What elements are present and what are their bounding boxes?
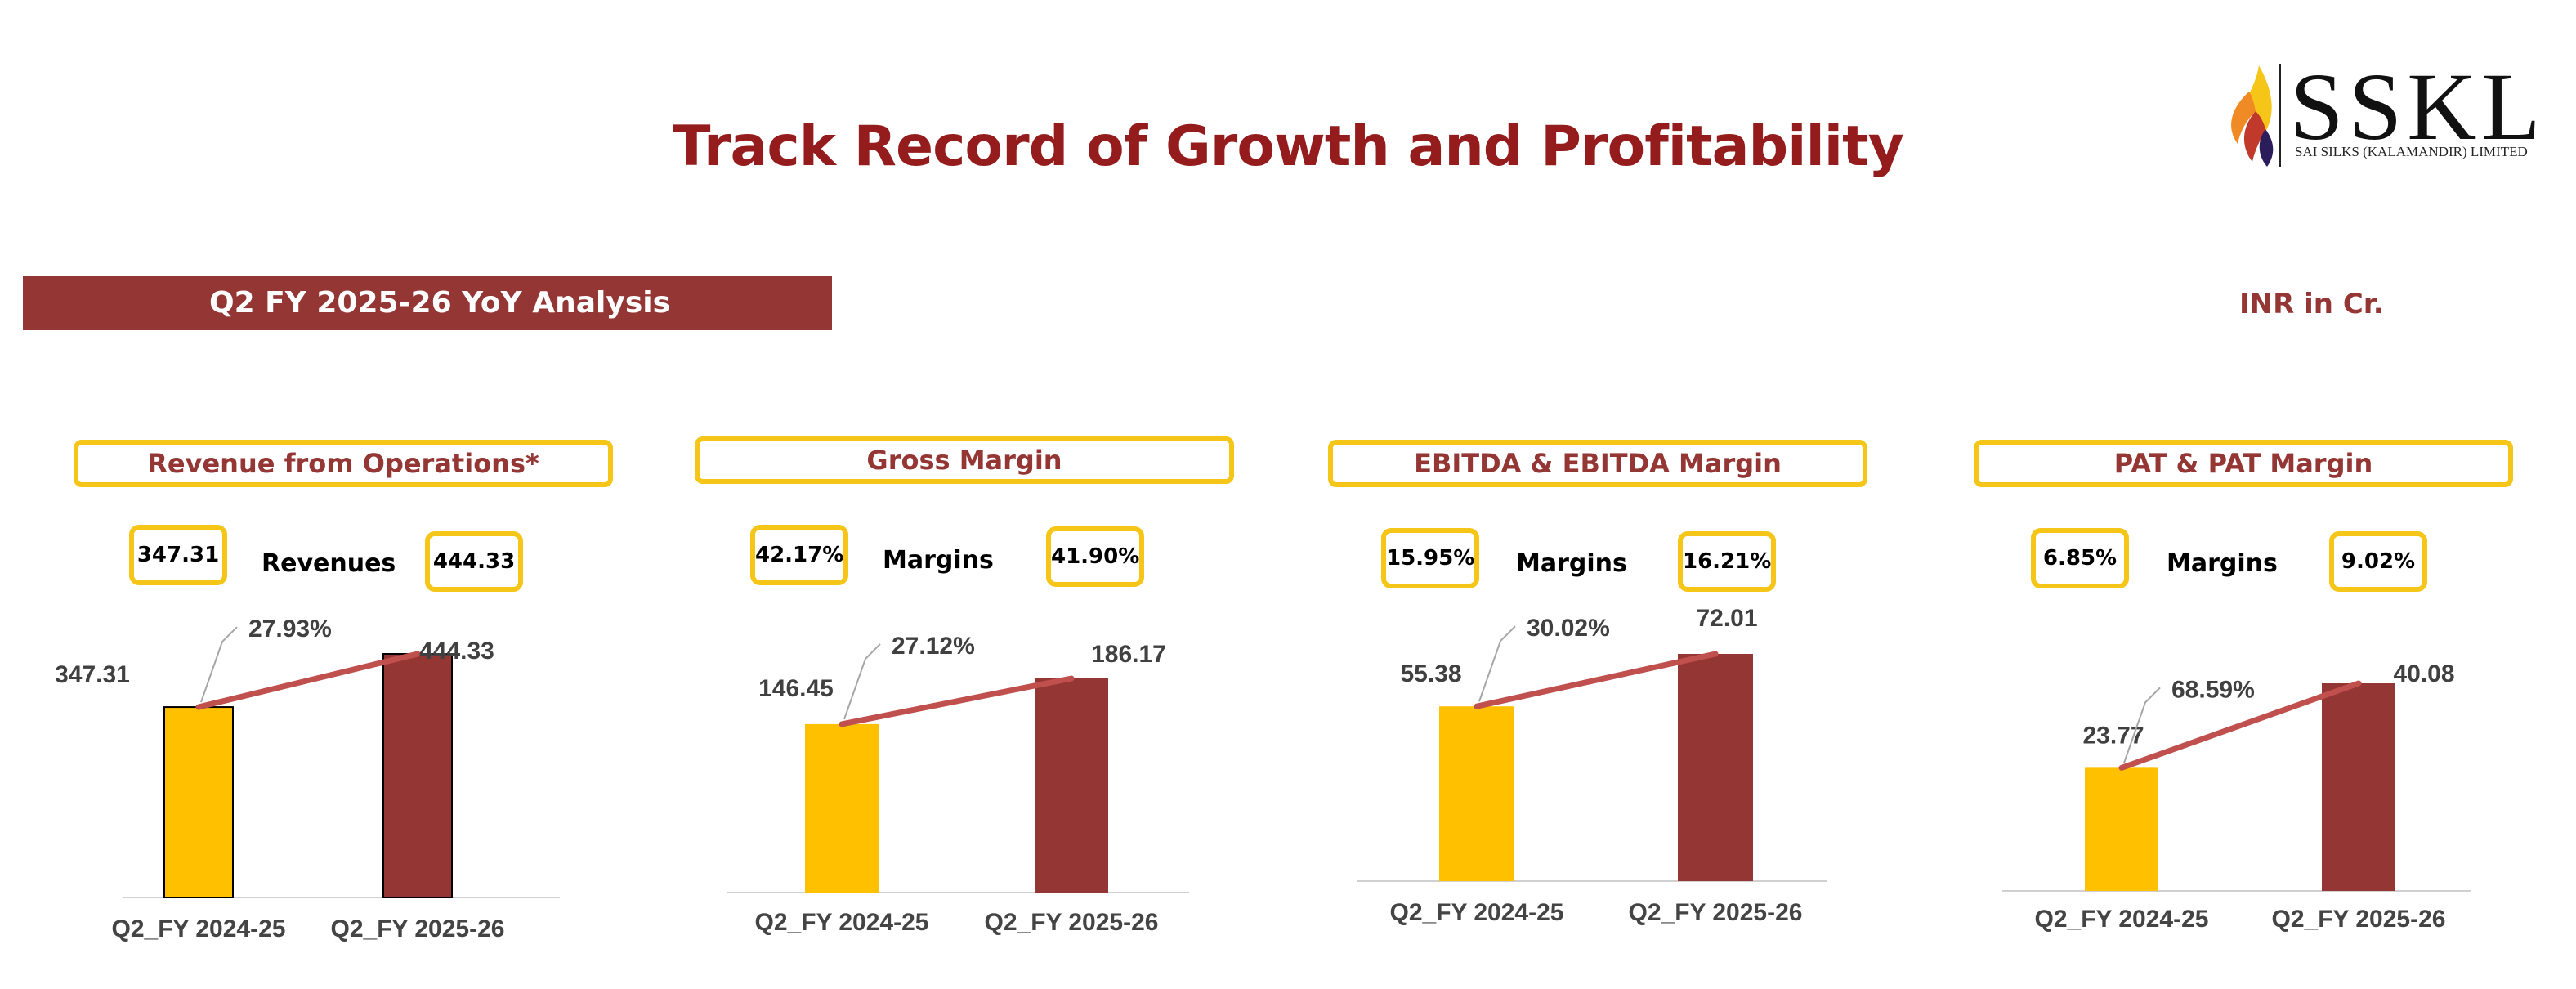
panel-title: Gross Margin bbox=[695, 436, 1234, 484]
page-title: Track Record of Growth and Profitability bbox=[673, 114, 1904, 179]
ebitda-chart: Q2_FY 2024-25 Q2_FY 2025-26 55.38 72.01 30.0… bbox=[1357, 605, 1827, 926]
x-tick-label: Q2_FY 2024-25 bbox=[2035, 906, 2209, 933]
unit-label: INR in Cr. bbox=[2239, 288, 2384, 320]
growth-label: 30.02% bbox=[1527, 615, 1610, 642]
bar-current-year bbox=[1678, 654, 1753, 881]
kpi-label: Margins bbox=[2167, 549, 2278, 578]
kpi-left-pill: 347.31 bbox=[129, 525, 227, 585]
data-label: 55.38 bbox=[1400, 660, 1461, 687]
kpi-left-pill: 42.17% bbox=[750, 525, 848, 585]
kpi-left-pill: 6.85% bbox=[2031, 528, 2129, 588]
x-tick-label: Q2_FY 2025-26 bbox=[331, 915, 505, 942]
kpi-label: Margins bbox=[1516, 549, 1627, 578]
section-header: Q2 FY 2025-26 YoY Analysis bbox=[23, 276, 832, 330]
revenue-chart: Q2_FY 2024-25 Q2_FY 2025-26 347.31 444.33 27… bbox=[55, 615, 560, 942]
panel-gross-margin: Gross Margin 42.17% Margins 41.90% Q2_FY… bbox=[646, 433, 1234, 956]
data-label: 146.45 bbox=[758, 675, 834, 702]
gross-margin-chart: Q2_FY 2024-25 Q2_FY 2025-26 146.45 186.17 27… bbox=[727, 633, 1189, 936]
bar-current-year bbox=[2322, 683, 2395, 891]
panel-title: PAT & PAT Margin bbox=[1974, 440, 2513, 487]
growth-label: 27.12% bbox=[892, 633, 975, 660]
trend-line bbox=[195, 651, 421, 710]
trend-line bbox=[839, 675, 1075, 727]
x-tick-label: Q2_FY 2025-26 bbox=[985, 909, 1159, 936]
logo-subtitle: SAI SILKS (KALAMANDIR) LIMITED bbox=[2295, 144, 2528, 159]
growth-label: 68.59% bbox=[2171, 676, 2255, 703]
bar-previous-year bbox=[805, 723, 879, 893]
trend-line bbox=[2118, 680, 2362, 771]
data-label: 72.01 bbox=[1696, 605, 1757, 632]
data-label: 23.77 bbox=[2082, 722, 2144, 749]
kpi-left-pill: 15.95% bbox=[1381, 528, 1479, 588]
panel-title: EBITDA & EBITDA Margin bbox=[1328, 440, 1867, 487]
panel-ebitda: EBITDA & EBITDA Margin 15.95% Margins 16… bbox=[1279, 433, 1867, 956]
kpi-right-pill: 16.21% bbox=[1678, 531, 1776, 592]
x-tick-label: Q2_FY 2025-26 bbox=[1629, 899, 1803, 926]
kpi-right-pill: 9.02% bbox=[2329, 531, 2427, 592]
data-label: 347.31 bbox=[55, 661, 130, 688]
logo-wordmark: SSKL bbox=[2290, 53, 2546, 160]
bar-previous-year bbox=[163, 706, 234, 898]
x-tick-label: Q2_FY 2024-25 bbox=[755, 909, 929, 936]
growth-leader-line bbox=[200, 626, 238, 703]
x-tick-label: Q2_FY 2024-25 bbox=[112, 915, 286, 942]
data-label: 186.17 bbox=[1091, 641, 1166, 668]
bar-current-year bbox=[1035, 678, 1108, 893]
panel-pat: PAT & PAT Margin 6.85% Margins 9.02% Q2_… bbox=[1925, 433, 2513, 956]
flame-icon bbox=[2231, 65, 2274, 167]
data-label: 40.08 bbox=[2393, 660, 2454, 687]
growth-label: 27.93% bbox=[248, 615, 332, 642]
logo-divider bbox=[2279, 64, 2281, 167]
growth-leader-line bbox=[1478, 625, 1516, 702]
pat-chart: Q2_FY 2024-25 Q2_FY 2025-26 23.77 40.08 68.5… bbox=[2002, 660, 2471, 933]
bar-previous-year bbox=[1439, 706, 1514, 881]
data-label: 444.33 bbox=[419, 638, 494, 665]
kpi-right-pill: 444.33 bbox=[425, 531, 523, 592]
x-tick-label: Q2_FY 2024-25 bbox=[1390, 899, 1564, 926]
panel-revenue: Revenue from Operations* 347.31 Revenues… bbox=[25, 433, 613, 956]
kpi-label: Margins bbox=[883, 546, 994, 575]
growth-leader-line bbox=[2123, 687, 2161, 763]
panel-title: Revenue from Operations* bbox=[74, 440, 613, 487]
trend-line bbox=[1474, 651, 1719, 709]
kpi-label: Revenues bbox=[262, 549, 396, 578]
bar-current-year bbox=[382, 653, 453, 898]
bar-previous-year bbox=[2085, 767, 2158, 891]
company-logo: SSKL SAI SILKS (KALAMANDIR) LIMITED bbox=[2216, 59, 2560, 173]
x-tick-label: Q2_FY 2025-26 bbox=[2272, 906, 2446, 933]
kpi-right-pill: 41.90% bbox=[1046, 526, 1144, 587]
growth-leader-line bbox=[843, 643, 881, 720]
